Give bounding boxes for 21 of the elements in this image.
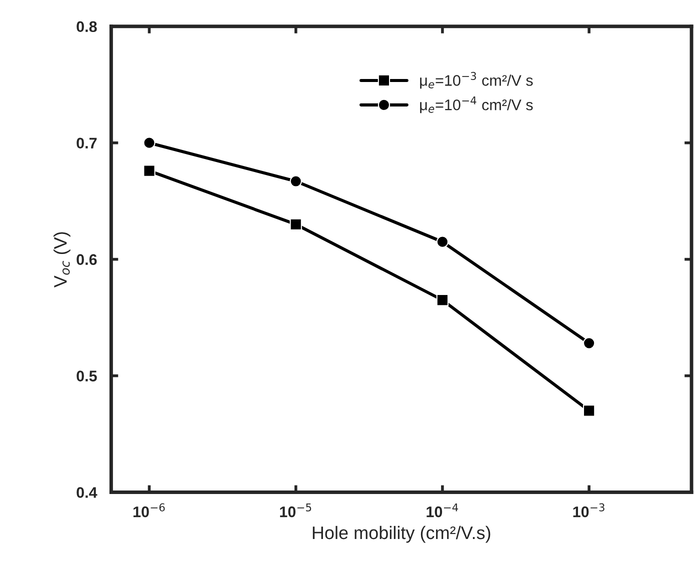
point (436, 294, 449, 306)
point (582, 404, 596, 417)
y-tick-label: 0.5 (76, 370, 97, 382)
legend-label: μ$_{e}$=10$^{−3}$ cm²/V s (420, 72, 533, 89)
point (290, 175, 302, 188)
y-tick-label: 0.4 (76, 487, 98, 498)
x-tick-label: 10$^{−3}$ (573, 503, 604, 518)
y-tick-label: 0.7 (76, 138, 97, 149)
point (582, 337, 596, 350)
point (143, 164, 156, 177)
point (436, 236, 449, 248)
x-tick-label: 10$^{−4}$ (426, 503, 458, 518)
point (143, 136, 156, 149)
x-tick-label: 10$^{−6}$ (133, 503, 165, 518)
y-tick-label: 0.6 (76, 254, 97, 265)
point (290, 218, 302, 230)
y-tick-label: 0.8 (76, 21, 97, 32)
x-tick-label: 10$^{−5}$ (280, 503, 312, 518)
x-axis-title: Hole mobility (cm²/V.s) (312, 526, 490, 543)
legend-label: μ$_{e}$=10$^{−4}$ cm²/V s (420, 96, 533, 114)
y-axis-title: V$_{oc}$ (V) (54, 232, 70, 288)
